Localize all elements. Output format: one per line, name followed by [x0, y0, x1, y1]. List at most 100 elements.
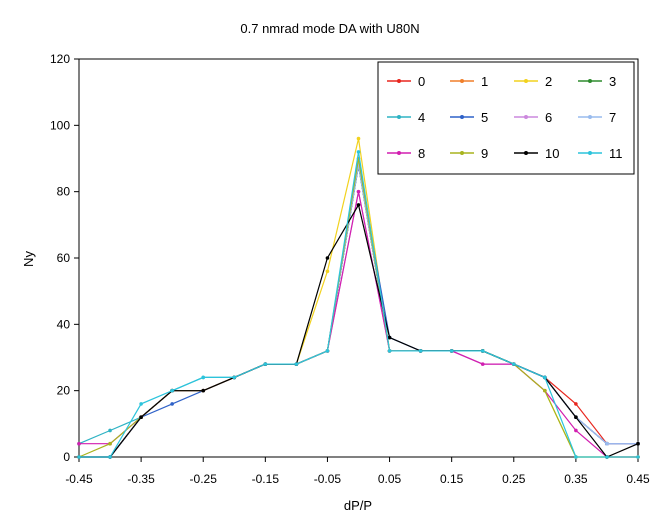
- x-tick-label: 0.15: [440, 472, 464, 486]
- legend-marker: [397, 115, 401, 119]
- legend-label: 2: [545, 74, 552, 89]
- legend-label: 0: [418, 74, 425, 89]
- legend-marker: [588, 115, 592, 119]
- data-point: [605, 441, 609, 446]
- data-point: [636, 455, 640, 459]
- y-tick-label: 20: [57, 384, 71, 398]
- x-axis-title: dP/P: [344, 498, 372, 513]
- chart-title: 0.7 nmrad mode DA with U80N: [240, 21, 419, 36]
- data-point: [325, 269, 330, 274]
- data-point: [201, 375, 206, 380]
- data-point: [574, 455, 578, 459]
- data-point: [108, 455, 112, 459]
- data-point: [356, 189, 361, 194]
- y-tick-label: 100: [50, 118, 70, 132]
- data-point: [170, 402, 174, 406]
- data-point: [449, 349, 454, 353]
- legend-marker: [588, 79, 592, 83]
- x-tick-label: 0.45: [626, 472, 650, 486]
- x-tick-label: 0.05: [378, 472, 402, 486]
- legend-label: 1: [481, 74, 488, 89]
- data-point: [387, 349, 392, 353]
- data-point: [108, 428, 112, 433]
- x-tick-label: 0.35: [564, 472, 588, 486]
- x-tick-label: -0.35: [127, 472, 155, 486]
- data-point: [418, 349, 423, 353]
- legend-marker: [524, 115, 528, 119]
- y-tick-label: 60: [57, 251, 71, 265]
- legend-marker: [460, 79, 464, 83]
- data-point: [325, 349, 330, 353]
- data-point: [77, 455, 81, 459]
- data-point: [480, 349, 485, 353]
- legend-marker: [588, 151, 592, 155]
- legend-item: 8: [387, 146, 425, 161]
- data-point: [511, 362, 516, 366]
- data-point: [294, 362, 299, 366]
- x-tick-label: -0.25: [190, 472, 218, 486]
- y-tick-label: 40: [57, 317, 71, 331]
- data-point: [232, 375, 237, 380]
- data-point: [543, 388, 547, 393]
- legend-label: 6: [545, 110, 552, 125]
- legend: 0 1 2 3 4 5 6 7 8 9 10 11: [377, 61, 635, 175]
- y-tick-label: 0: [63, 450, 70, 464]
- data-point: [77, 441, 81, 446]
- data-point: [605, 455, 609, 459]
- x-tick-label: -0.45: [65, 472, 93, 486]
- data-point: [387, 335, 392, 340]
- legend-label: 8: [418, 146, 425, 161]
- legend-label: 10: [545, 146, 559, 161]
- y-tick-label: 120: [50, 52, 70, 66]
- legend-item: 7: [578, 110, 616, 125]
- series-11: [77, 150, 640, 459]
- legend-marker: [524, 151, 528, 155]
- data-point: [325, 256, 330, 260]
- y-tick-label: 80: [57, 185, 71, 199]
- data-point: [170, 388, 174, 393]
- data-point: [356, 203, 361, 207]
- data-point: [263, 362, 268, 366]
- legend-item: 3: [578, 74, 616, 89]
- legend-label: 7: [609, 110, 616, 125]
- data-point: [356, 150, 361, 154]
- legend-label: 5: [481, 110, 488, 125]
- legend-item: 10: [514, 146, 559, 161]
- data-point: [356, 136, 361, 141]
- x-tick-label: -0.05: [314, 472, 342, 486]
- legend-item: 6: [514, 110, 552, 125]
- data-point: [636, 441, 640, 446]
- x-tick-label: -0.15: [252, 472, 280, 486]
- legend-marker: [397, 79, 401, 83]
- data-point: [574, 402, 578, 406]
- data-point: [543, 375, 547, 380]
- legend-item: 0: [387, 74, 425, 89]
- y-axis-title-group: Ny: [21, 251, 36, 267]
- legend-item: 5: [450, 110, 488, 125]
- legend-item: 1: [450, 74, 488, 89]
- legend-label: 4: [418, 110, 425, 125]
- legend-item: 9: [450, 146, 488, 161]
- legend-box: [377, 61, 635, 175]
- legend-item: 2: [514, 74, 552, 89]
- data-point: [139, 402, 143, 406]
- data-point: [574, 415, 578, 420]
- y-axis-title: Ny: [21, 251, 36, 267]
- legend-label: 11: [609, 146, 623, 161]
- legend-label: 9: [481, 146, 488, 161]
- legend-marker: [524, 79, 528, 83]
- data-point: [201, 388, 206, 393]
- data-point: [574, 428, 578, 433]
- legend-marker: [397, 151, 401, 155]
- legend-label: 3: [609, 74, 616, 89]
- data-point: [480, 362, 485, 366]
- legend-marker: [460, 115, 464, 119]
- x-tick-label: 0.25: [502, 472, 526, 486]
- legend-item: 4: [387, 110, 425, 125]
- data-point: [139, 415, 143, 420]
- legend-item: 11: [578, 146, 623, 161]
- legend-marker: [460, 151, 464, 155]
- data-point: [108, 441, 112, 446]
